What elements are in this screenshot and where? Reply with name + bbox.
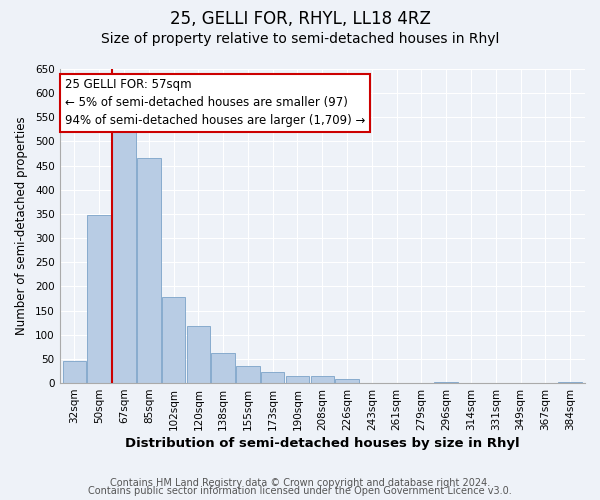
- Bar: [236, 366, 260, 383]
- Text: 25, GELLI FOR, RHYL, LL18 4RZ: 25, GELLI FOR, RHYL, LL18 4RZ: [170, 10, 430, 28]
- Bar: [187, 326, 210, 383]
- Bar: [112, 124, 136, 383]
- Text: Contains public sector information licensed under the Open Government Licence v3: Contains public sector information licen…: [88, 486, 512, 496]
- Bar: [335, 379, 359, 383]
- Bar: [162, 297, 185, 383]
- Bar: [88, 215, 111, 383]
- Text: 25 GELLI FOR: 57sqm
← 5% of semi-detached houses are smaller (97)
94% of semi-de: 25 GELLI FOR: 57sqm ← 5% of semi-detache…: [65, 78, 365, 128]
- Bar: [434, 382, 458, 383]
- Bar: [261, 372, 284, 383]
- Text: Contains HM Land Registry data © Crown copyright and database right 2024.: Contains HM Land Registry data © Crown c…: [110, 478, 490, 488]
- Bar: [286, 376, 309, 383]
- X-axis label: Distribution of semi-detached houses by size in Rhyl: Distribution of semi-detached houses by …: [125, 437, 520, 450]
- Bar: [137, 158, 161, 383]
- Bar: [311, 376, 334, 383]
- Bar: [62, 361, 86, 383]
- Bar: [559, 382, 582, 383]
- Bar: [211, 353, 235, 383]
- Text: Size of property relative to semi-detached houses in Rhyl: Size of property relative to semi-detach…: [101, 32, 499, 46]
- Y-axis label: Number of semi-detached properties: Number of semi-detached properties: [15, 116, 28, 336]
